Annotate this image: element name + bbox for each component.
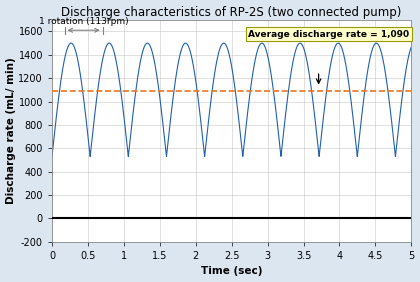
Y-axis label: Discharge rate (mL/ min): Discharge rate (mL/ min)	[5, 58, 16, 204]
X-axis label: Time (sec): Time (sec)	[201, 266, 262, 276]
Text: 1 rotation (113rpm): 1 rotation (113rpm)	[39, 17, 129, 26]
Text: Average discharge rate = 1,090: Average discharge rate = 1,090	[248, 30, 410, 39]
Title: Discharge characteristics of RP-2S (two connected pump): Discharge characteristics of RP-2S (two …	[61, 6, 402, 19]
